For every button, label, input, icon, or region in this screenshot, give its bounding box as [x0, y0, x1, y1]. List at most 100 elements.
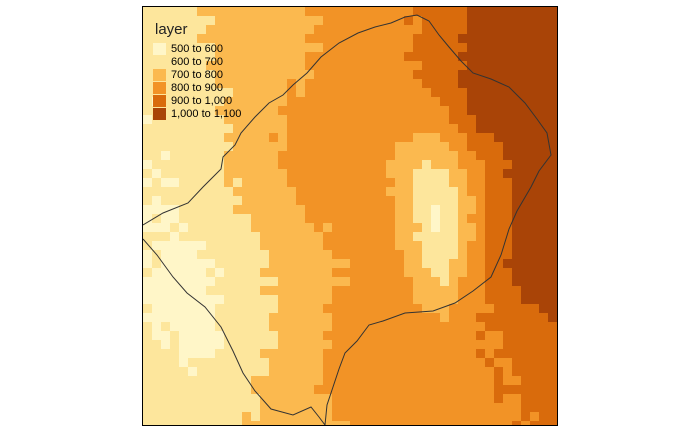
- raster-cell: [188, 88, 198, 98]
- raster-cell: [242, 169, 252, 179]
- raster-cell: [449, 43, 459, 53]
- raster-cell: [251, 367, 261, 377]
- raster-cell: [377, 16, 387, 26]
- raster-cell: [332, 88, 342, 98]
- raster-cell: [269, 349, 279, 359]
- raster-cell: [512, 61, 522, 71]
- raster-cell: [161, 7, 171, 17]
- legend-item: 500 to 600: [153, 42, 241, 55]
- raster-cell: [539, 133, 549, 143]
- raster-cell: [494, 421, 504, 425]
- raster-cell: [467, 331, 477, 341]
- raster-cell: [161, 232, 171, 242]
- raster-cell: [161, 160, 171, 170]
- raster-cell: [350, 7, 360, 17]
- raster-cell: [188, 106, 198, 116]
- raster-cell: [224, 214, 234, 224]
- raster-cell: [287, 313, 297, 323]
- raster-cell: [278, 205, 288, 215]
- raster-cell: [413, 403, 423, 413]
- raster-cell: [521, 277, 531, 287]
- raster-cell: [323, 178, 333, 188]
- raster-cell: [269, 16, 279, 26]
- raster-cell: [305, 25, 315, 35]
- raster-cell: [350, 70, 360, 80]
- raster-cell: [404, 115, 414, 125]
- raster-cell: [431, 34, 441, 44]
- raster-cell: [305, 394, 315, 404]
- raster-cell: [386, 79, 396, 89]
- raster-cell: [305, 367, 315, 377]
- raster-cell: [278, 133, 288, 143]
- raster-cell: [233, 232, 243, 242]
- raster-cell: [305, 115, 315, 125]
- raster-cell: [494, 313, 504, 323]
- raster-cell: [260, 214, 270, 224]
- raster-cell: [422, 394, 432, 404]
- raster-cell: [287, 349, 297, 359]
- raster-cell: [467, 421, 477, 425]
- raster-cell: [350, 133, 360, 143]
- raster-cell: [521, 331, 531, 341]
- raster-cell: [341, 79, 351, 89]
- raster-cell: [368, 358, 378, 368]
- raster-cell: [503, 385, 513, 395]
- raster-cell: [269, 187, 279, 197]
- raster-cell: [395, 223, 405, 233]
- raster-cell: [305, 286, 315, 296]
- raster-cell: [512, 304, 522, 314]
- raster-cell: [143, 403, 153, 413]
- raster-cell: [521, 322, 531, 332]
- raster-cell: [242, 421, 252, 425]
- raster-cell: [332, 394, 342, 404]
- raster-cell: [395, 277, 405, 287]
- raster-cell: [395, 7, 405, 17]
- raster-cell: [530, 304, 540, 314]
- raster-cell: [350, 223, 360, 233]
- raster-cell: [224, 259, 234, 269]
- raster-cell: [251, 358, 261, 368]
- raster-cell: [404, 268, 414, 278]
- raster-cell: [494, 178, 504, 188]
- raster-cell: [395, 142, 405, 152]
- raster-cell: [395, 232, 405, 242]
- raster-cell: [467, 313, 477, 323]
- raster-cell: [170, 412, 180, 422]
- raster-cell: [305, 340, 315, 350]
- raster-cell: [539, 358, 549, 368]
- raster-cell: [188, 214, 198, 224]
- raster-cell: [422, 349, 432, 359]
- raster-cell: [350, 241, 360, 251]
- raster-cell: [242, 385, 252, 395]
- raster-cell: [152, 124, 162, 134]
- legend-swatch: [153, 107, 166, 120]
- raster-cell: [251, 7, 261, 17]
- raster-cell: [467, 223, 477, 233]
- raster-cell: [224, 268, 234, 278]
- raster-cell: [323, 142, 333, 152]
- raster-cell: [206, 25, 216, 35]
- raster-cell: [224, 88, 234, 98]
- raster-cell: [314, 277, 324, 287]
- raster-cell: [170, 88, 180, 98]
- raster-cell: [413, 196, 423, 206]
- raster-cell: [233, 70, 243, 80]
- raster-cell: [332, 250, 342, 260]
- raster-cell: [215, 187, 225, 197]
- raster-cell: [197, 151, 207, 161]
- raster-cell: [188, 25, 198, 35]
- raster-cell: [548, 43, 557, 53]
- raster-cell: [251, 97, 261, 107]
- raster-cell: [494, 250, 504, 260]
- raster-cell: [512, 241, 522, 251]
- raster-cell: [188, 196, 198, 206]
- raster-cell: [467, 34, 477, 44]
- raster-cell: [422, 25, 432, 35]
- raster-cell: [431, 205, 441, 215]
- raster-cell: [485, 106, 495, 116]
- raster-cell: [296, 385, 306, 395]
- raster-cell: [341, 7, 351, 17]
- raster-cell: [323, 79, 333, 89]
- raster-cell: [521, 376, 531, 386]
- raster-cell: [197, 223, 207, 233]
